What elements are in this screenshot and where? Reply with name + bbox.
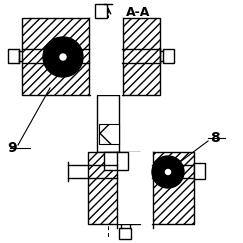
Bar <box>89 18 123 95</box>
Bar <box>119 228 131 239</box>
Circle shape <box>152 156 184 188</box>
Bar <box>152 152 194 224</box>
Circle shape <box>60 54 66 60</box>
Text: 8: 8 <box>210 131 220 145</box>
Circle shape <box>165 170 171 174</box>
Bar <box>88 152 140 224</box>
Bar <box>22 18 90 95</box>
Bar <box>117 152 153 224</box>
Bar <box>97 95 119 152</box>
Bar <box>95 4 107 18</box>
Bar <box>99 124 119 144</box>
Text: A-A: A-A <box>126 6 150 18</box>
Text: 9: 9 <box>7 141 17 155</box>
Bar <box>8 49 19 63</box>
Bar <box>194 163 205 179</box>
Bar <box>122 18 160 95</box>
Bar <box>104 152 128 170</box>
Bar <box>163 49 174 63</box>
Circle shape <box>43 37 83 77</box>
